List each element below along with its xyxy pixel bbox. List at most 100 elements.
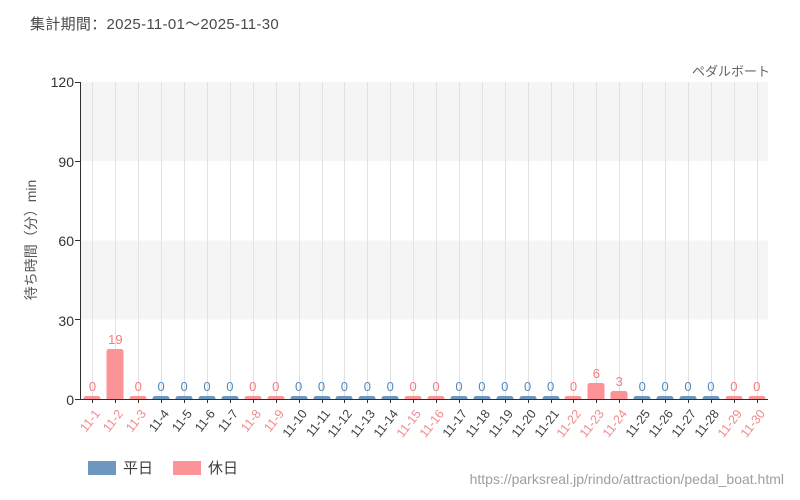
value-label-11-10: 0 (294, 379, 303, 394)
value-label-11-2: 19 (108, 331, 123, 347)
x-tick-mark (344, 399, 346, 403)
bar-11-3 (129, 396, 147, 399)
x-tick-mark (527, 399, 529, 403)
value-label-11-20: 0 (524, 379, 532, 394)
bar-11-28 (702, 396, 720, 399)
bar-11-7 (221, 396, 239, 399)
y-tick-label: 0 (66, 392, 74, 408)
bar-11-15 (404, 396, 422, 399)
x-tick-mark (756, 399, 758, 403)
bar-cell-11-3: 0 11-3 (123, 82, 150, 435)
vertical-gridline (642, 82, 644, 399)
bar-cell-11-16: 0 11-16 (417, 82, 448, 440)
x-tick-mark (229, 399, 231, 403)
bar-11-2 (106, 348, 124, 399)
bar-cell-11-20: 0 11-20 (509, 82, 539, 440)
value-label-11-12: 0 (340, 379, 349, 394)
bar-cell-11-1: 0 11-1 (78, 82, 104, 435)
bar-11-11 (313, 396, 331, 399)
bar-11-25 (633, 396, 651, 399)
weekday-swatch-icon (88, 460, 116, 475)
vertical-gridline (229, 82, 231, 399)
bar-11-5 (175, 396, 193, 399)
attraction-series-label: ペダルボート (691, 64, 770, 79)
vertical-gridline (206, 82, 208, 399)
y-tick-mark (75, 160, 80, 162)
aggregation-period-title: 集計期間：2025-11-01～2025-11-30 (30, 16, 280, 33)
source-url: https://parksreal.jp/rindo/attraction/pe… (469, 471, 784, 487)
value-label-11-6: 0 (203, 379, 211, 394)
y-tick-label: 30 (58, 312, 74, 329)
value-label-11-24: 3 (615, 374, 623, 390)
bar-11-8 (244, 396, 262, 399)
y-tick-label: 120 (50, 74, 74, 90)
bar-cell-11-25: 0 11-25 (623, 82, 654, 440)
value-label-11-25: 0 (638, 379, 646, 394)
y-tick-label: 60 (58, 233, 74, 249)
bar-11-23 (587, 383, 605, 399)
value-label-11-3: 0 (134, 379, 142, 394)
legend-item-weekday[interactable]: 平日 (88, 457, 153, 478)
bar-11-18 (473, 396, 491, 399)
x-tick-mark (642, 399, 644, 403)
y-tick-mark (75, 398, 80, 400)
vertical-gridline (436, 82, 438, 399)
bar-cell-11-17: 0 11-17 (440, 82, 471, 440)
vertical-gridline (298, 82, 300, 399)
vertical-gridline (710, 82, 712, 399)
vertical-gridline (481, 82, 483, 399)
legend-label-weekday: 平日 (123, 460, 154, 477)
x-tick-mark (573, 399, 575, 403)
bar-cell-11-26: 0 11-26 (646, 82, 677, 440)
vertical-gridline (161, 82, 163, 399)
x-tick-mark (688, 399, 690, 403)
bar-cell-11-10: 0 11-10 (279, 82, 310, 440)
vertical-gridline (619, 82, 621, 399)
x-tick-mark (733, 399, 735, 403)
bar-cell-11-9: 0 11-9 (261, 82, 287, 435)
x-tick-mark (367, 399, 369, 403)
vertical-gridline (92, 82, 94, 399)
bar-cell-11-6: 0 11-6 (192, 82, 219, 435)
bar-11-1 (83, 396, 101, 399)
legend-label-holiday: 休日 (208, 460, 239, 477)
bar-11-16 (427, 396, 445, 399)
bar-11-27 (679, 396, 697, 399)
x-tick-mark (619, 399, 621, 403)
bar-11-21 (542, 396, 560, 399)
y-tick-mark (75, 81, 80, 83)
bar-cell-11-19: 0 11-19 (486, 82, 516, 440)
value-label-11-17: 0 (455, 379, 463, 394)
bar-cell-11-23: 6 11-23 (577, 82, 608, 440)
value-label-11-5: 0 (180, 379, 188, 394)
x-tick-mark (92, 399, 94, 403)
vertical-gridline (115, 82, 117, 399)
bar-11-26 (656, 396, 674, 399)
bar-cell-11-22: 0 11-22 (554, 82, 585, 440)
bar-cell-11-21: 0 11-21 (531, 82, 562, 440)
bar-11-29 (725, 396, 743, 399)
y-axis-tick-labels: 0 30 60 90 120 (34, 74, 74, 408)
bar-cell-11-2: 19 11-2 (101, 82, 127, 435)
vertical-gridline (665, 82, 667, 399)
x-tick-mark (665, 399, 667, 403)
legend-item-holiday[interactable]: 休日 (173, 457, 238, 478)
bar-11-12 (335, 396, 353, 399)
value-label-11-13: 0 (363, 379, 371, 394)
vertical-gridline (756, 82, 758, 399)
bar-cell-11-12: 0 11-12 (325, 82, 356, 440)
vertical-gridline (504, 82, 506, 399)
bar-cell-11-11: 0 11-11 (303, 82, 333, 439)
vertical-gridline (458, 82, 460, 399)
x-tick-mark (206, 399, 208, 403)
value-label-11-18: 0 (478, 379, 486, 394)
x-tick-mark (390, 399, 392, 403)
y-tick-mark (75, 240, 80, 241)
x-tick-mark (504, 399, 506, 403)
bar-11-14 (381, 396, 399, 399)
value-label-11-23: 6 (592, 366, 600, 382)
bar-11-4 (152, 396, 170, 399)
vertical-gridline (321, 82, 323, 399)
bar-cell-11-4: 0 11-4 (146, 82, 173, 435)
